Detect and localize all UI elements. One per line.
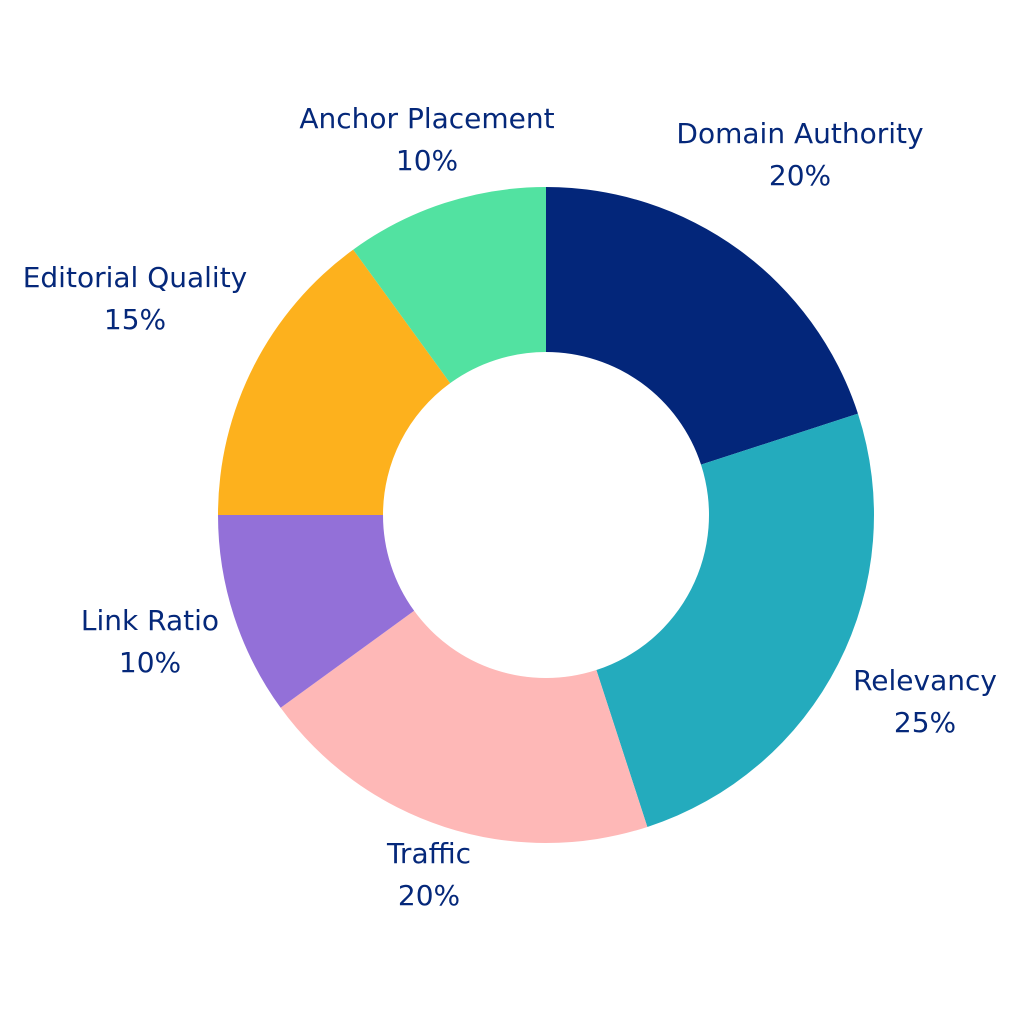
value-label-link-ratio: 10% xyxy=(119,646,181,679)
label-anchor-placement: Anchor Placement xyxy=(299,102,554,135)
value-label-domain-authority: 20% xyxy=(769,159,831,192)
chart-labels: Domain Authority 20% Relevancy 25% Traffic 20… xyxy=(23,102,997,912)
slice-traffic xyxy=(280,610,648,843)
value-label-relevancy: 25% xyxy=(894,706,956,739)
slice-anchor-placement xyxy=(353,187,546,384)
slice-domain-authority xyxy=(546,187,858,465)
slice-link-ratio xyxy=(218,515,415,708)
chart-slices xyxy=(218,187,874,843)
label-editorial-quality: Editorial Quality xyxy=(23,261,248,294)
label-relevancy: Relevancy xyxy=(853,664,997,697)
label-link-ratio: Link Ratio xyxy=(81,604,219,637)
slice-relevancy xyxy=(596,413,874,827)
label-domain-authority: Domain Authority xyxy=(676,117,923,150)
label-traffic: Traffic xyxy=(386,837,471,870)
value-label-anchor-placement: 10% xyxy=(396,144,458,177)
slice-editorial-quality xyxy=(218,249,451,515)
value-label-editorial-quality: 15% xyxy=(104,303,166,336)
value-label-traffic: 20% xyxy=(398,879,460,912)
